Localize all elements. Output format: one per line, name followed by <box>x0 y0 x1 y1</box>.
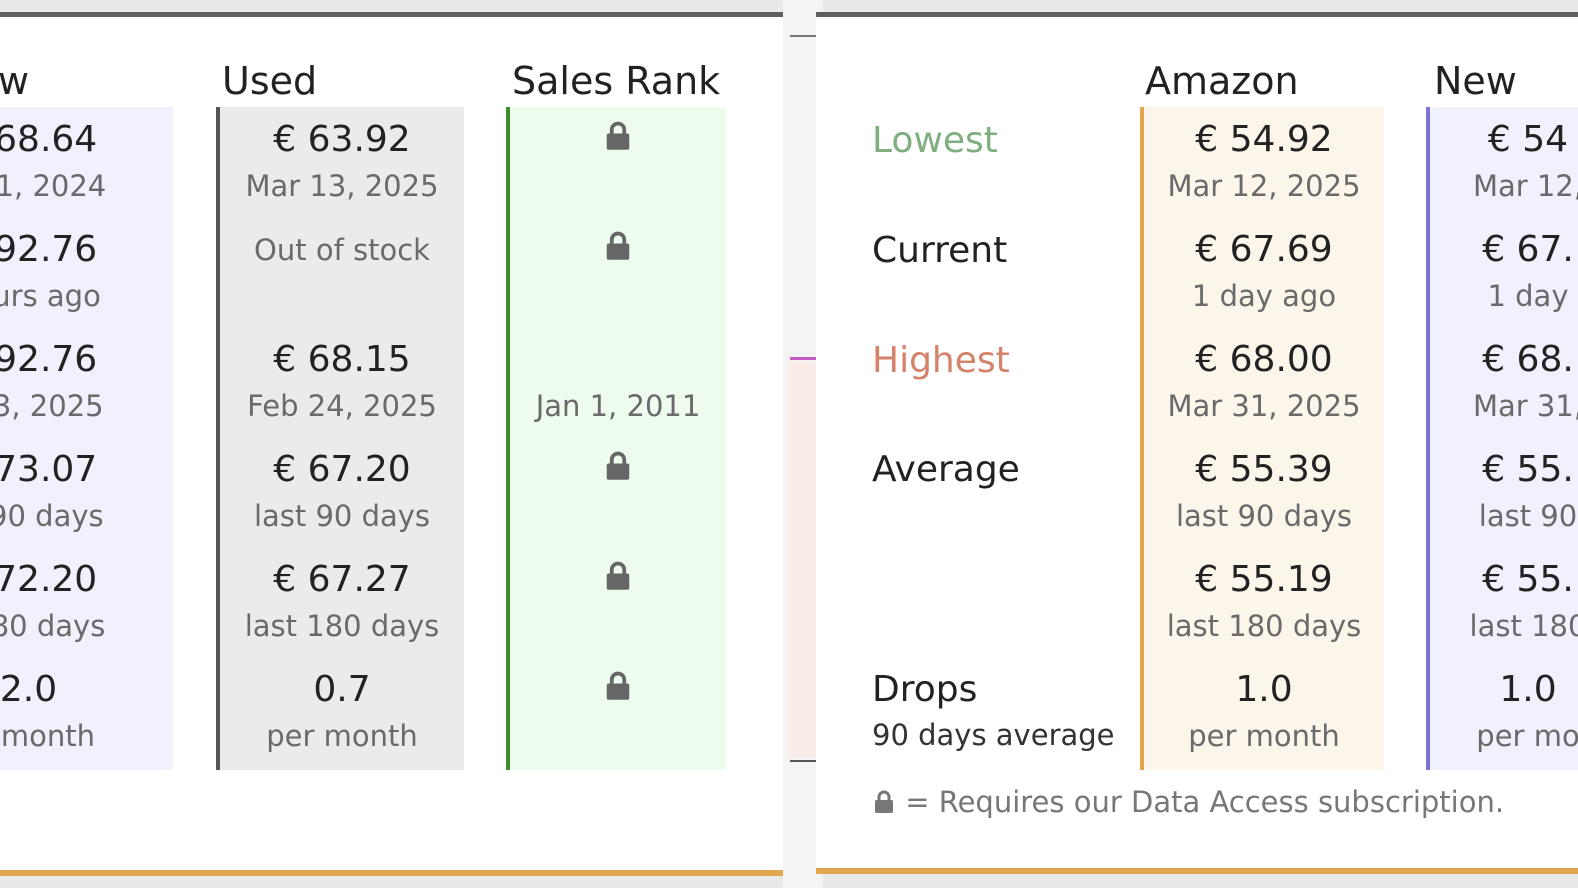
price-value: € 73.07 <box>0 449 98 490</box>
price-date: v 21, 2024 <box>0 169 107 203</box>
price-value: 0.7 <box>313 669 371 710</box>
new-price-column: € 54 Mar 12, € 67. 1 day € 68. Mar 31, € 55. la… <box>1426 107 1578 770</box>
price-date: per month <box>266 719 418 753</box>
price-value: € 54.92 <box>1195 119 1333 160</box>
price-value: € 63.92 <box>273 119 411 160</box>
price-value: € 55. <box>1482 559 1574 600</box>
price-date: hours ago <box>0 279 101 313</box>
sales-rank-column: Jan 1, 2011 <box>506 107 726 770</box>
price-value: € 67.69 <box>1195 229 1333 270</box>
price-date: last 180 <box>1469 609 1578 643</box>
header-new: New <box>1434 59 1517 103</box>
chart-line <box>790 357 816 360</box>
price-date: Mar 13, 2025 <box>245 169 439 203</box>
chart-line <box>790 35 816 37</box>
price-value: € 92.76 <box>0 339 98 380</box>
price-date: Feb 24, 2025 <box>247 389 437 423</box>
price-date: 1 day <box>1487 279 1569 313</box>
price-date: t 180 days <box>0 609 106 643</box>
price-value: 1.0 <box>1235 669 1293 710</box>
footnote-text: = Requires our Data Access subscription. <box>905 785 1505 819</box>
row-label-lowest: Lowest <box>872 120 998 161</box>
lock-icon <box>606 671 630 700</box>
price-value: 2.0 <box>0 669 58 710</box>
price-value: € 68.64 <box>0 119 98 160</box>
price-date: last 90 days <box>1175 499 1353 533</box>
chart-line <box>790 760 816 762</box>
price-history-panel-left: w Used Sales Rank € 68.64 v 21, 2024 € 92.… <box>0 12 783 876</box>
price-value: € 67.20 <box>273 449 411 490</box>
row-label-drops: Drops <box>872 669 978 710</box>
price-date: Mar 31, <box>1472 389 1578 423</box>
row-sublabel-drops: 90 days average <box>872 718 1115 752</box>
header-sales-rank: Sales Rank <box>512 59 721 103</box>
amazon-price-column: € 54.92 Mar 12, 2025 € 67.69 1 day ago € 68.… <box>1140 107 1384 770</box>
price-value: € 55. <box>1482 449 1574 490</box>
price-date: Mar 12, 2025 <box>1167 169 1361 203</box>
price-value: € 68.15 <box>273 339 411 380</box>
lock-icon <box>606 451 630 480</box>
price-date: last 180 days <box>244 609 440 643</box>
price-date: Out of stock <box>254 233 430 267</box>
header-used: Used <box>222 59 318 103</box>
price-value: € 92.76 <box>0 229 98 270</box>
row-label-current: Current <box>872 230 1008 271</box>
new-price-column: € 68.64 v 21, 2024 € 92.76 hours ago € 92.76… <box>0 107 173 770</box>
price-date: last 90 <box>1478 499 1578 533</box>
price-value: € 54 <box>1487 119 1569 160</box>
price-date: er month <box>0 719 96 753</box>
lock-icon <box>606 231 630 260</box>
price-value: € 67. <box>1482 229 1574 270</box>
lock-icon-cell <box>510 231 726 265</box>
price-date: per mo <box>1476 719 1578 753</box>
price-value: € 55.39 <box>1195 449 1333 490</box>
lock-icon-cell <box>510 121 726 155</box>
price-date: 1 day ago <box>1191 279 1337 313</box>
price-date: Mar 12, <box>1472 169 1578 203</box>
footnote: = Requires our Data Access subscription. <box>872 785 1504 819</box>
header-amazon: Amazon <box>1145 59 1299 103</box>
price-date: Mar 31, 2025 <box>1167 389 1361 423</box>
lock-icon <box>606 121 630 150</box>
price-date: last 90 days <box>253 499 431 533</box>
row-label-average: Average <box>872 449 1020 490</box>
price-date: per month <box>1188 719 1340 753</box>
price-value: € 72.20 <box>0 559 98 600</box>
price-value: € 55.19 <box>1195 559 1333 600</box>
price-value: € 67.27 <box>273 559 411 600</box>
price-history-panel-right: Amazon New Lowest Current Highest Averag… <box>816 12 1578 874</box>
used-price-column: € 63.92 Mar 13, 2025 Out of stock € 68.15 Fe… <box>216 107 464 770</box>
header-new: w <box>0 59 30 103</box>
lock-icon-cell <box>510 561 726 595</box>
price-date: last 180 days <box>1166 609 1362 643</box>
lock-icon <box>606 561 630 590</box>
lock-icon <box>875 790 893 813</box>
rank-date: Jan 1, 2011 <box>535 389 701 423</box>
price-value: € 68. <box>1482 339 1574 380</box>
price-value: € 68.00 <box>1195 339 1333 380</box>
chart-area <box>788 362 816 757</box>
row-label-highest: Highest <box>872 340 1010 381</box>
price-date: st 90 days <box>0 499 104 533</box>
lock-icon-cell <box>510 451 726 485</box>
price-date: pr 3, 2025 <box>0 389 104 423</box>
lock-icon-cell <box>510 671 726 705</box>
price-value: 1.0 <box>1499 669 1557 710</box>
